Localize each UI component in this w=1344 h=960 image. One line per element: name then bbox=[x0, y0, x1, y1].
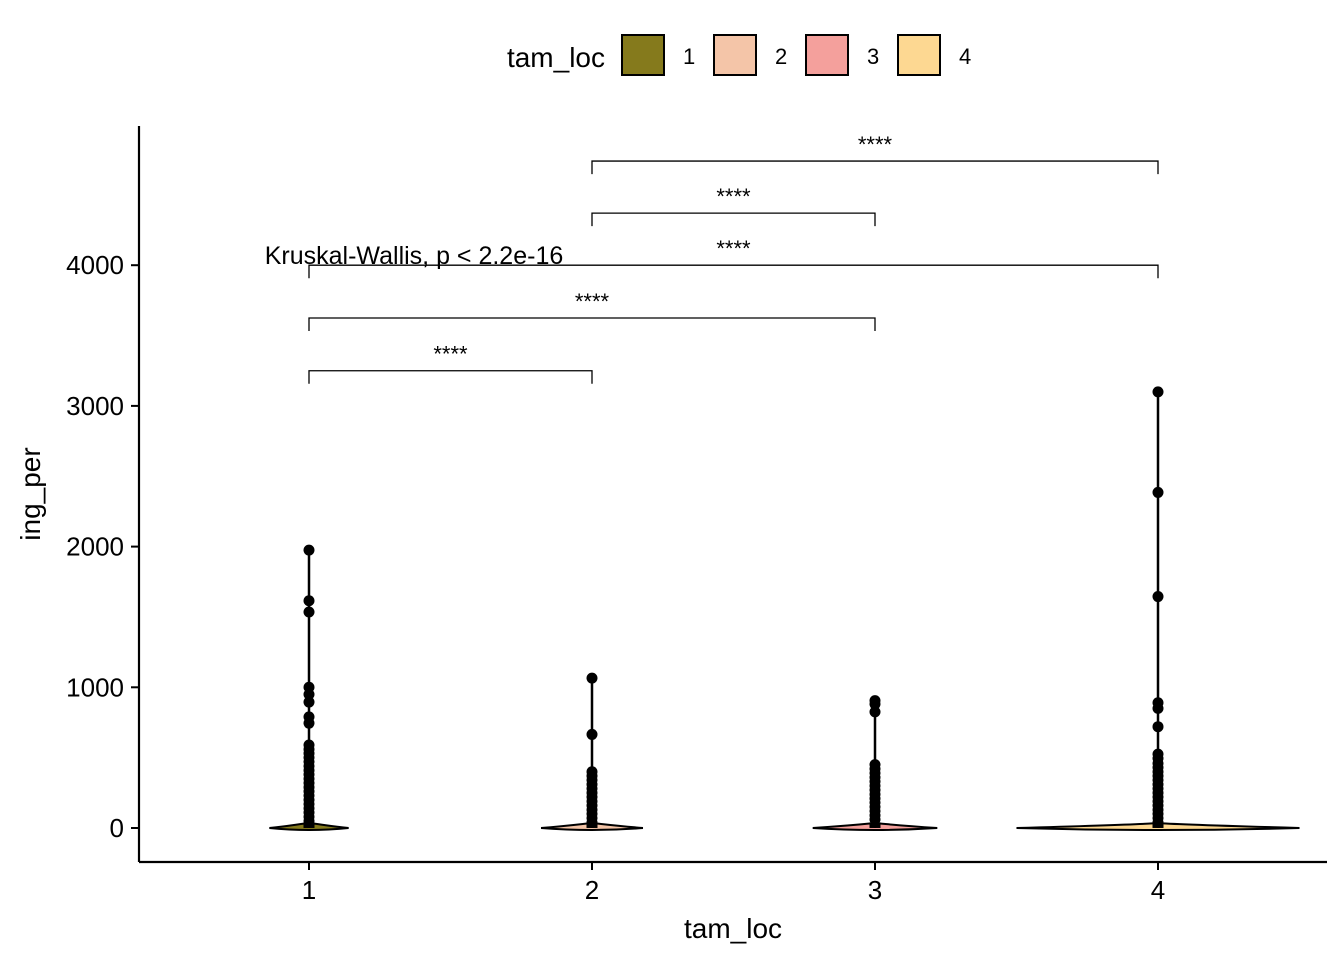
outlier-point bbox=[869, 814, 881, 826]
outlier-point bbox=[586, 672, 598, 684]
bracket-1-4 bbox=[308, 264, 1159, 279]
legend-swatch-1 bbox=[621, 34, 665, 76]
x-axis-title: tam_loc bbox=[684, 913, 782, 944]
outlier-point bbox=[303, 595, 315, 607]
outlier-point bbox=[303, 696, 315, 708]
outlier-point bbox=[1152, 721, 1164, 733]
outlier-cluster bbox=[869, 822, 881, 828]
bracket-2-3 bbox=[591, 212, 876, 227]
outlier-point bbox=[1152, 386, 1164, 398]
outlier-point bbox=[303, 544, 315, 556]
y-tick-label-4000: 4000 bbox=[66, 250, 124, 280]
kruskal-wallis-annotation: Kruskal-Wallis, p < 2.2e-16 bbox=[265, 242, 564, 270]
outlier-point bbox=[1152, 702, 1164, 714]
outlier-point bbox=[1152, 591, 1164, 603]
y-axis-ticks: 0 1000 2000 3000 4000 bbox=[66, 250, 139, 843]
outlier-point bbox=[869, 698, 881, 710]
legend-label-1: 1 bbox=[683, 44, 695, 69]
y-tick-label-3000: 3000 bbox=[66, 391, 124, 421]
legend-entries: 1 2 3 4 bbox=[621, 34, 971, 76]
bracket-1-3 bbox=[308, 317, 876, 331]
legend-label-4: 4 bbox=[959, 44, 971, 69]
outlier-cluster bbox=[586, 822, 598, 828]
legend-swatch-2 bbox=[713, 34, 757, 76]
x-tick-label-3: 3 bbox=[868, 875, 882, 905]
legend-label-2: 2 bbox=[775, 44, 787, 69]
x-axis-ticks: 1 2 3 4 bbox=[302, 862, 1165, 905]
legend-label-3: 3 bbox=[867, 44, 879, 69]
outlier-point bbox=[303, 717, 315, 729]
significance-label-1-2: **** bbox=[433, 342, 468, 367]
bracket-2-4 bbox=[591, 160, 1159, 175]
significance-label-1-3: **** bbox=[575, 289, 610, 314]
bracket-1-2 bbox=[308, 370, 593, 384]
significance-label-1-4: **** bbox=[716, 236, 751, 261]
legend-swatch-4 bbox=[897, 34, 941, 76]
outlier-point bbox=[303, 688, 315, 700]
outlier-point bbox=[586, 728, 598, 740]
violins bbox=[269, 386, 1300, 831]
y-tick-label-1000: 1000 bbox=[66, 672, 124, 702]
outlier-cluster bbox=[303, 822, 315, 828]
x-tick-label-4: 4 bbox=[1151, 875, 1165, 905]
legend-title: tam_loc bbox=[507, 42, 605, 73]
legend-swatch-3 bbox=[805, 34, 849, 76]
outlier-point bbox=[303, 606, 315, 618]
outlier-point bbox=[1152, 486, 1164, 498]
y-axis-title: ing_per bbox=[15, 447, 46, 540]
significance-label-2-3: **** bbox=[716, 184, 751, 209]
outlier-point bbox=[869, 706, 881, 718]
x-tick-label-1: 1 bbox=[302, 875, 316, 905]
axes: 0 1000 2000 3000 4000 1 2 3 4 tam_loc ing_per bbox=[15, 126, 1327, 944]
legend: tam_loc 1 2 3 4 bbox=[507, 34, 971, 76]
outlier-cluster bbox=[1152, 822, 1164, 828]
significance-brackets: **** **** **** **** **** bbox=[308, 132, 1159, 384]
significance-label-2-4: **** bbox=[858, 132, 893, 157]
y-tick-label-0: 0 bbox=[110, 813, 124, 843]
plot-area: **** **** **** **** **** Kruskal-Wallis, p <… bbox=[265, 132, 1300, 831]
x-tick-label-2: 2 bbox=[585, 875, 599, 905]
y-tick-label-2000: 2000 bbox=[66, 532, 124, 562]
